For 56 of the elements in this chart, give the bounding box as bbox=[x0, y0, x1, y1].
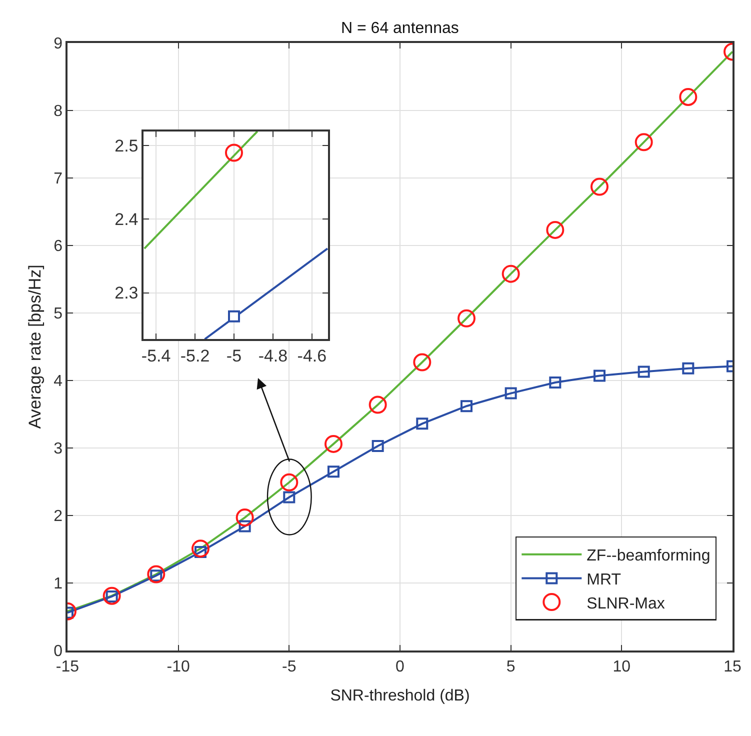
point bbox=[590, 178, 608, 196]
point bbox=[102, 586, 121, 605]
x-tick-label: -10 bbox=[166, 658, 190, 676]
x-tick-label: -5 bbox=[282, 658, 296, 676]
point bbox=[413, 353, 432, 372]
point bbox=[502, 264, 520, 283]
point bbox=[368, 396, 387, 414]
x-tick-label: 5 bbox=[506, 658, 516, 676]
point bbox=[147, 565, 166, 584]
y-tick-label: 5 bbox=[54, 306, 63, 323]
point bbox=[238, 520, 251, 532]
x-tick-label: 10 bbox=[612, 658, 631, 676]
y-axis-title: Average rate [bps/Hz] bbox=[26, 264, 45, 429]
x-tick-label: 0 bbox=[396, 658, 405, 676]
x-axis-title: SNR-threshold (dB) bbox=[330, 688, 470, 705]
y-tick-label: 8 bbox=[54, 103, 63, 120]
point bbox=[594, 370, 606, 382]
point bbox=[458, 309, 476, 328]
y-tick-label: 1 bbox=[54, 576, 63, 593]
point bbox=[549, 376, 562, 389]
legend-label: SLNR-Max bbox=[586, 595, 665, 612]
legend-label: MRT bbox=[586, 571, 622, 588]
point bbox=[327, 466, 340, 478]
chart-title: N = 64 antennas bbox=[341, 20, 459, 37]
point bbox=[280, 473, 298, 492]
point bbox=[682, 362, 694, 374]
point bbox=[372, 440, 384, 452]
y-tick-label: 6 bbox=[54, 238, 63, 256]
x-tick-label: -5 bbox=[226, 346, 242, 366]
point bbox=[634, 133, 653, 152]
y-tick-label: 4 bbox=[54, 373, 63, 390]
y-tick-label: 2.3 bbox=[114, 284, 138, 303]
point bbox=[191, 540, 210, 558]
point bbox=[236, 508, 254, 527]
point bbox=[460, 400, 472, 412]
legend-label: ZF--beamforming bbox=[586, 548, 710, 565]
y-tick-label: 2 bbox=[54, 508, 63, 526]
x-tick-label: -5.2 bbox=[180, 346, 210, 366]
point bbox=[416, 418, 428, 430]
point bbox=[324, 434, 342, 453]
y-tick-label: 7 bbox=[54, 170, 63, 188]
point bbox=[504, 387, 517, 400]
y-tick-label: 2.4 bbox=[114, 210, 138, 230]
point bbox=[546, 220, 564, 239]
y-tick-label: 3 bbox=[54, 440, 63, 458]
y-tick-label: 0 bbox=[54, 643, 63, 660]
y-tick-label: 2.5 bbox=[114, 136, 138, 156]
point bbox=[679, 88, 698, 106]
x-tick-label: 15 bbox=[724, 658, 742, 676]
point bbox=[283, 491, 296, 504]
x-tick-label: -5.4 bbox=[141, 346, 171, 366]
x-tick-label: -4.8 bbox=[258, 346, 288, 366]
x-tick-label: -15 bbox=[56, 658, 80, 676]
x-tick-label: -4.6 bbox=[297, 346, 327, 366]
point bbox=[638, 366, 650, 378]
y-tick-label: 9 bbox=[54, 36, 63, 53]
